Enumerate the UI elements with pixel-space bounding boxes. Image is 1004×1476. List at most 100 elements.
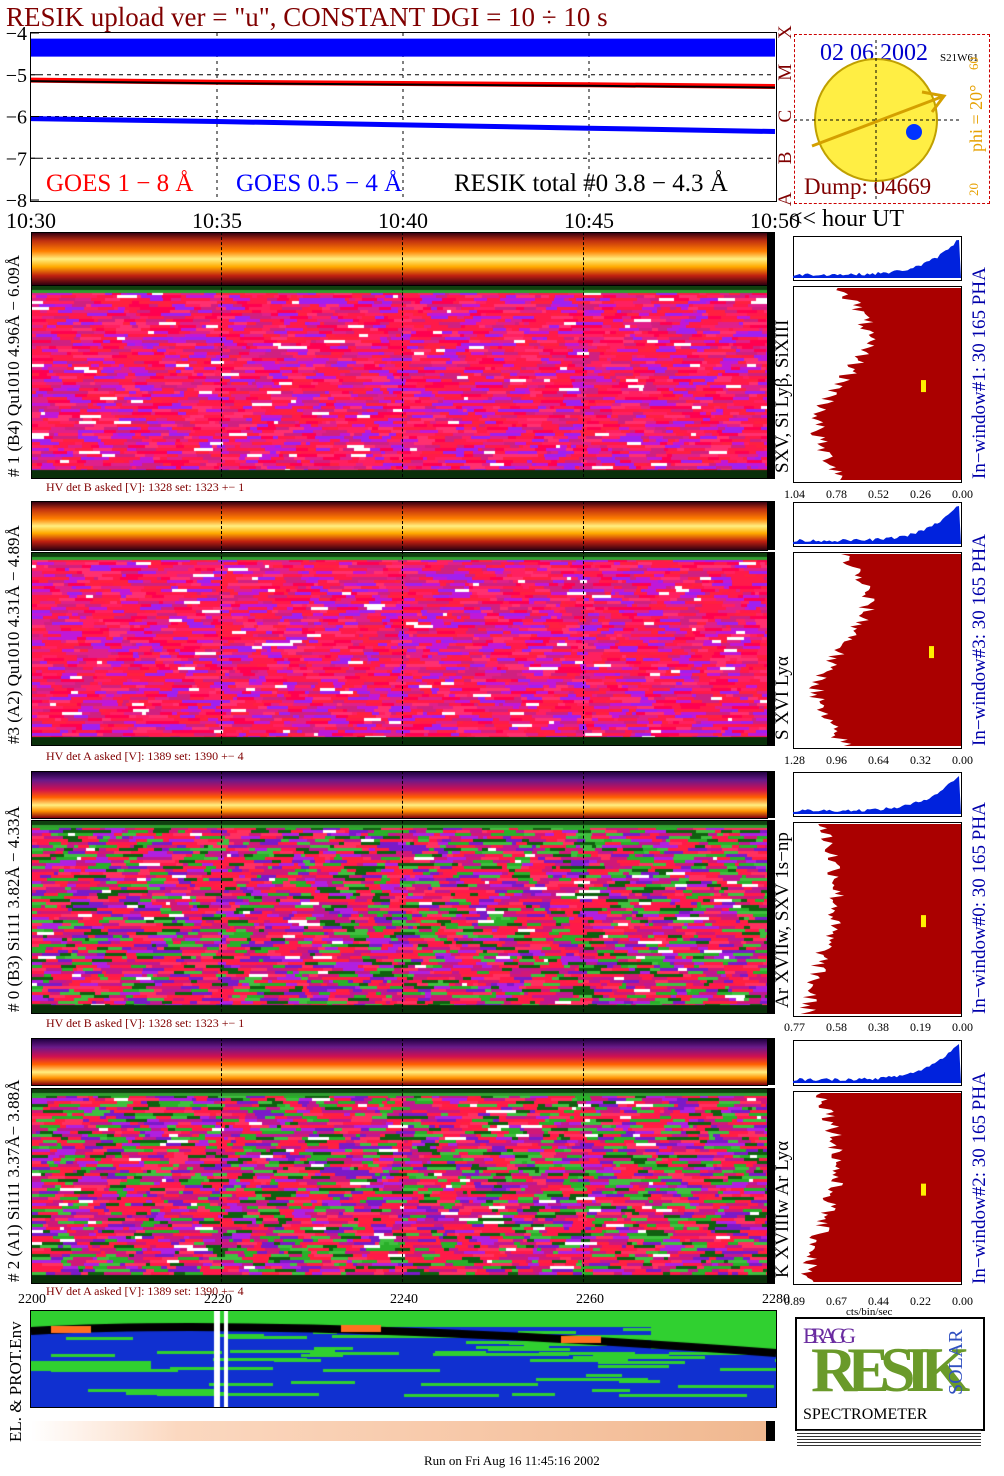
env-tick-label: 2220	[204, 1292, 232, 1307]
goes-class-letter: X	[775, 25, 796, 39]
pha-tick-row: 0.77 0.58 0.38 0.19 0.00	[784, 1020, 974, 1034]
detector-header-endcap	[767, 771, 775, 818]
detector-header-endcap	[767, 232, 775, 285]
page-title: RESIK upload ver = "u", CONSTANT DGI = 1…	[6, 2, 608, 32]
env-tick-label: 2260	[576, 1292, 604, 1307]
spectrogram-endcap	[767, 552, 775, 746]
pha-tick-label: 0.77	[784, 1020, 805, 1034]
time-grid-line	[583, 1038, 584, 1282]
sun-position: S21W61	[940, 52, 979, 64]
pha-window-marker	[921, 1183, 926, 1196]
goes-ytick-label: −8	[6, 190, 27, 212]
env-tick-label: 2200	[18, 1292, 46, 1307]
goes-class-letter: M	[775, 64, 796, 81]
in-window-label: In−window#3: 30 165 PHA	[969, 534, 990, 746]
pha-tick-label: 0.89	[784, 1294, 805, 1308]
spectrogram-endcap	[767, 285, 775, 479]
sun-arrowhead	[921, 90, 947, 113]
pha-tick-label: 0.22	[910, 1294, 931, 1308]
footer-run-info: Run on Fri Aug 16 11:45:16 2002	[424, 1453, 600, 1468]
in-window-label: In−window#2: 30 165 PHA	[969, 1072, 990, 1284]
goes-ytick-label: −4	[6, 23, 27, 45]
line-species-label: SXV, Si Lyβ, SiXIII	[772, 319, 793, 473]
pha-tick-label: 0.44	[868, 1294, 889, 1308]
logo-caption: SPECTROMETER	[803, 1406, 928, 1423]
spectrogram-endcap	[767, 1088, 775, 1284]
pha-tick-label: 0.32	[910, 753, 931, 767]
env-tick-label: 2240	[390, 1292, 418, 1307]
detector-header-endcap	[767, 1038, 775, 1085]
time-grid-line	[221, 501, 222, 744]
logo-resik: RESIK	[811, 1334, 970, 1405]
goes-ytick-label: −6	[6, 107, 27, 129]
time-grid-line	[583, 501, 584, 744]
env-map	[31, 1311, 776, 1407]
pha-profile	[800, 1093, 961, 1282]
detector-spectrogram	[31, 1088, 768, 1284]
time-grid-line	[402, 501, 403, 744]
detector-header-endcap	[767, 501, 775, 550]
spectrogram-endcap	[767, 820, 775, 1014]
sun-axis-arrow	[811, 94, 945, 148]
pha-profile	[810, 288, 961, 480]
goes-lightcurve-panel	[30, 32, 777, 202]
pha-tick-label: 0.64	[868, 753, 889, 767]
hv-readout: HV det A asked [V]: 1389 set: 1390 +− 4	[46, 749, 244, 763]
detector-spectrogram	[31, 285, 768, 479]
time-grid-line	[402, 232, 403, 477]
sun-disk-drawing	[794, 40, 962, 200]
goes-lightcurve-chart: −4 −5 −6 −7 −8 X M C B A 10:30 10:35 10:40 10:45 10:50	[6, 23, 800, 230]
goes-xtick-label: 10:50	[750, 208, 800, 230]
detector-header-strip	[31, 771, 768, 819]
pha-tick-label: 0.38	[868, 1020, 889, 1034]
pha-profile	[808, 554, 961, 746]
pha-spike	[793, 240, 961, 278]
pha-spike	[793, 776, 961, 814]
pha-tick-label: 0.58	[826, 1020, 847, 1034]
goes-ytick-label: −5	[6, 65, 27, 87]
pha-histogram	[793, 502, 962, 749]
pha-tick-label: 0.00	[952, 1020, 973, 1034]
detector-range-label: #3 (A2) Qu1010 4.31Å − 4.89Å	[4, 525, 23, 744]
pha-tick-label: 1.28	[784, 753, 805, 767]
time-grid-line	[221, 771, 222, 1012]
pha-window-marker	[921, 915, 926, 928]
goes-xtick-label: 10:35	[192, 208, 242, 230]
goes-legend-short: GOES 0.5 − 4 Å	[236, 170, 403, 197]
goes-xtick-label: 10:40	[378, 208, 428, 230]
env-panel	[30, 1310, 777, 1408]
goes-class-letter: A	[775, 192, 796, 206]
time-unit-label: << hour UT	[789, 206, 905, 232]
series-line-1	[30, 116, 776, 135]
pha-spike	[793, 1044, 961, 1083]
logo-bragg: BRAGG	[803, 1323, 856, 1348]
detector-header-strip	[31, 501, 768, 551]
goes-class-letter: B	[775, 152, 796, 165]
sun-panel	[794, 34, 990, 204]
time-grid-line	[402, 771, 403, 1012]
pha-tick-row: 1.04 0.78 0.52 0.26 0.00	[784, 487, 974, 501]
pha-tick-label: 0.26	[910, 487, 931, 501]
pha-spike	[793, 506, 961, 544]
env-tick-label: 2280	[762, 1292, 790, 1307]
pha-window-marker	[929, 646, 934, 659]
in-window-label: In−window#1: 30 165 PHA	[969, 267, 990, 479]
hv-readout: HV det B asked [V]: 1328 set: 1323 +− 1	[46, 1016, 245, 1030]
in-window-label: In−window#0: 30 165 PHA	[969, 802, 990, 1014]
pha-tick-label: 1.04	[784, 487, 805, 501]
env-strip-endcap	[766, 1421, 775, 1441]
pha-tick-label: 0.78	[826, 487, 847, 501]
time-grid-line	[402, 1038, 403, 1282]
logo-fineprint	[797, 1430, 981, 1446]
hv-readout: HV det A asked [V]: 1389 set: 1390 +− 4	[46, 1284, 244, 1298]
goes-legend-long: GOES 1 − 8 Å	[46, 170, 194, 197]
pha-histogram	[793, 1040, 962, 1285]
line-species-label: Ar XVIIw, SXV 1s−np	[772, 832, 793, 1008]
resik-legend: RESIK total #0 3.8 − 4.3 Å	[454, 170, 728, 197]
goes-xtick-label: 10:45	[564, 208, 614, 230]
env-label: EL. & PROT.Env	[6, 1321, 25, 1442]
detector-range-label: # 1 (B4) Qu1010 4.96Å − 6.09Å	[4, 254, 23, 477]
detector-spectrogram	[31, 820, 768, 1014]
pha-tick-label: 0.00	[952, 753, 973, 767]
flare-position-marker	[906, 124, 922, 140]
